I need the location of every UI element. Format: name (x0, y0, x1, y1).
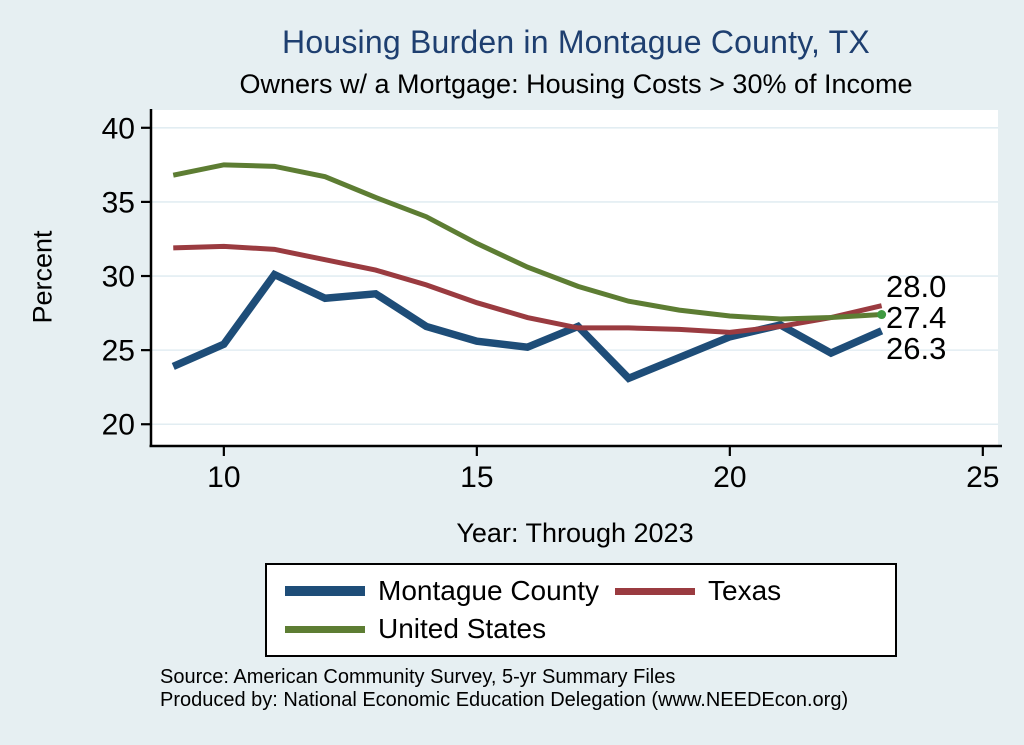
svg-text:35: 35 (102, 186, 135, 219)
svg-text:10: 10 (207, 461, 240, 494)
svg-text:15: 15 (460, 461, 493, 494)
legend-label-united-states: United States (378, 613, 547, 644)
legend-item-united-states: United States (273, 613, 603, 645)
svg-text:25: 25 (102, 335, 135, 368)
svg-text:30: 30 (102, 261, 135, 294)
source-note: Source: American Community Survey, 5-yr … (160, 666, 676, 688)
montague-county-line-swatch (285, 586, 365, 596)
chart-subtitle: Owners w/ a Mortgage: Housing Costs > 30… (239, 69, 913, 99)
legend-label-montague-county: Montague County (378, 575, 600, 606)
svg-text:20: 20 (713, 461, 746, 494)
end-value-label: 27.4 (886, 300, 946, 335)
chart-title: Housing Burden in Montague County, TX (282, 24, 870, 60)
united-states-line-swatch (285, 625, 365, 633)
produced-by-note: Produced by: National Economic Education… (160, 689, 849, 711)
svg-text:20: 20 (102, 409, 135, 442)
texas-line-swatch (615, 587, 695, 595)
svg-text:25: 25 (966, 461, 999, 494)
x-axis-title: Year: Through 2023 (456, 518, 694, 548)
legend-item-montague-county: Montague County (273, 575, 603, 607)
footer-notes: Source: American Community Survey, 5-yr … (160, 666, 848, 712)
svg-text:40: 40 (102, 112, 135, 145)
end-value-label: 28.0 (886, 269, 946, 304)
y-axis-title: Percent (27, 230, 58, 324)
legend-item-texas: Texas (603, 575, 889, 607)
legend: Montague County Texas United States (265, 563, 897, 657)
legend-label-texas: Texas (708, 575, 782, 606)
end-value-label: 26.3 (886, 331, 946, 366)
